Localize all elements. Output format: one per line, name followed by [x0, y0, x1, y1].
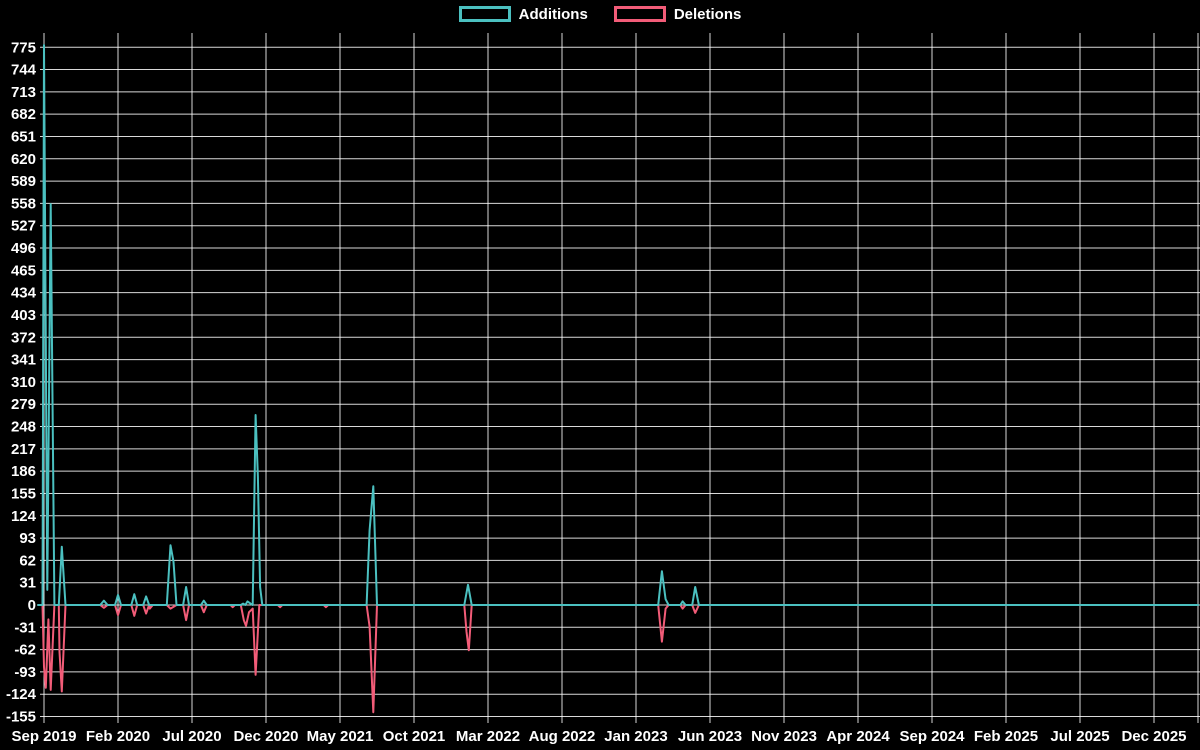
y-tick-label: 279	[11, 396, 36, 413]
y-tick-label: 31	[19, 575, 36, 592]
additions-line	[37, 44, 1200, 606]
legend-label-additions: Additions	[518, 5, 588, 23]
y-tick-label: 310	[11, 374, 36, 391]
x-tick-label: Feb 2020	[86, 728, 150, 745]
y-tick-label: 682	[11, 106, 36, 123]
x-tick-label: Jun 2023	[678, 728, 742, 745]
y-tick-label: 496	[11, 240, 36, 257]
y-tick-label: 186	[11, 463, 36, 480]
x-tick-label: Apr 2024	[826, 728, 890, 745]
additions-swatch-icon	[458, 6, 511, 22]
y-tick-label: -93	[14, 664, 36, 681]
y-tick-label: -155	[6, 709, 36, 726]
y-tick-label: 372	[11, 329, 36, 346]
y-tick-label: -62	[14, 642, 36, 659]
x-tick-label: Jul 2025	[1050, 728, 1109, 745]
x-tick-label: Aug 2022	[529, 728, 596, 745]
x-tick-label: Jul 2020	[162, 728, 221, 745]
chart-legend: Additions Deletions	[0, 6, 1200, 22]
y-tick-label: 434	[11, 285, 37, 302]
x-tick-label: Oct 2021	[383, 728, 446, 745]
y-tick-label: 744	[11, 62, 37, 79]
legend-item-additions[interactable]: Additions	[458, 5, 588, 23]
x-tick-label: Dec 2025	[1121, 728, 1186, 745]
y-tick-label: 775	[11, 39, 36, 56]
x-tick-label: May 2021	[307, 728, 374, 745]
x-tick-label: Jan 2023	[604, 728, 667, 745]
y-tick-label: 155	[11, 485, 36, 502]
deletions-swatch-icon	[613, 6, 666, 22]
x-tick-label: Mar 2022	[456, 728, 520, 745]
x-tick-label: Sep 2019	[11, 728, 76, 745]
y-tick-label: 465	[11, 262, 36, 279]
y-tick-label: 589	[11, 173, 36, 190]
legend-label-deletions: Deletions	[673, 5, 742, 23]
x-tick-label: Dec 2020	[233, 728, 298, 745]
y-tick-label: 248	[11, 419, 36, 436]
x-tick-label: Feb 2025	[974, 728, 1038, 745]
y-tick-label: 0	[28, 597, 36, 614]
y-tick-label: -124	[6, 686, 37, 703]
y-tick-label: 217	[11, 441, 36, 458]
x-tick-label: Sep 2024	[899, 728, 965, 745]
legend-item-deletions[interactable]: Deletions	[613, 5, 742, 23]
x-tick-label: Nov 2023	[751, 728, 817, 745]
y-tick-label: 527	[11, 218, 36, 235]
y-tick-label: 403	[11, 307, 36, 324]
y-tick-label: 93	[19, 530, 36, 547]
y-tick-label: 620	[11, 151, 36, 168]
y-tick-label: 124	[11, 508, 37, 525]
y-tick-label: 651	[11, 128, 36, 145]
y-tick-label: -31	[14, 619, 36, 636]
y-tick-label: 62	[19, 552, 36, 569]
y-tick-label: 713	[11, 84, 36, 101]
deletions-line	[37, 604, 1200, 714]
y-tick-label: 558	[11, 195, 36, 212]
y-tick-label: 341	[11, 352, 36, 369]
